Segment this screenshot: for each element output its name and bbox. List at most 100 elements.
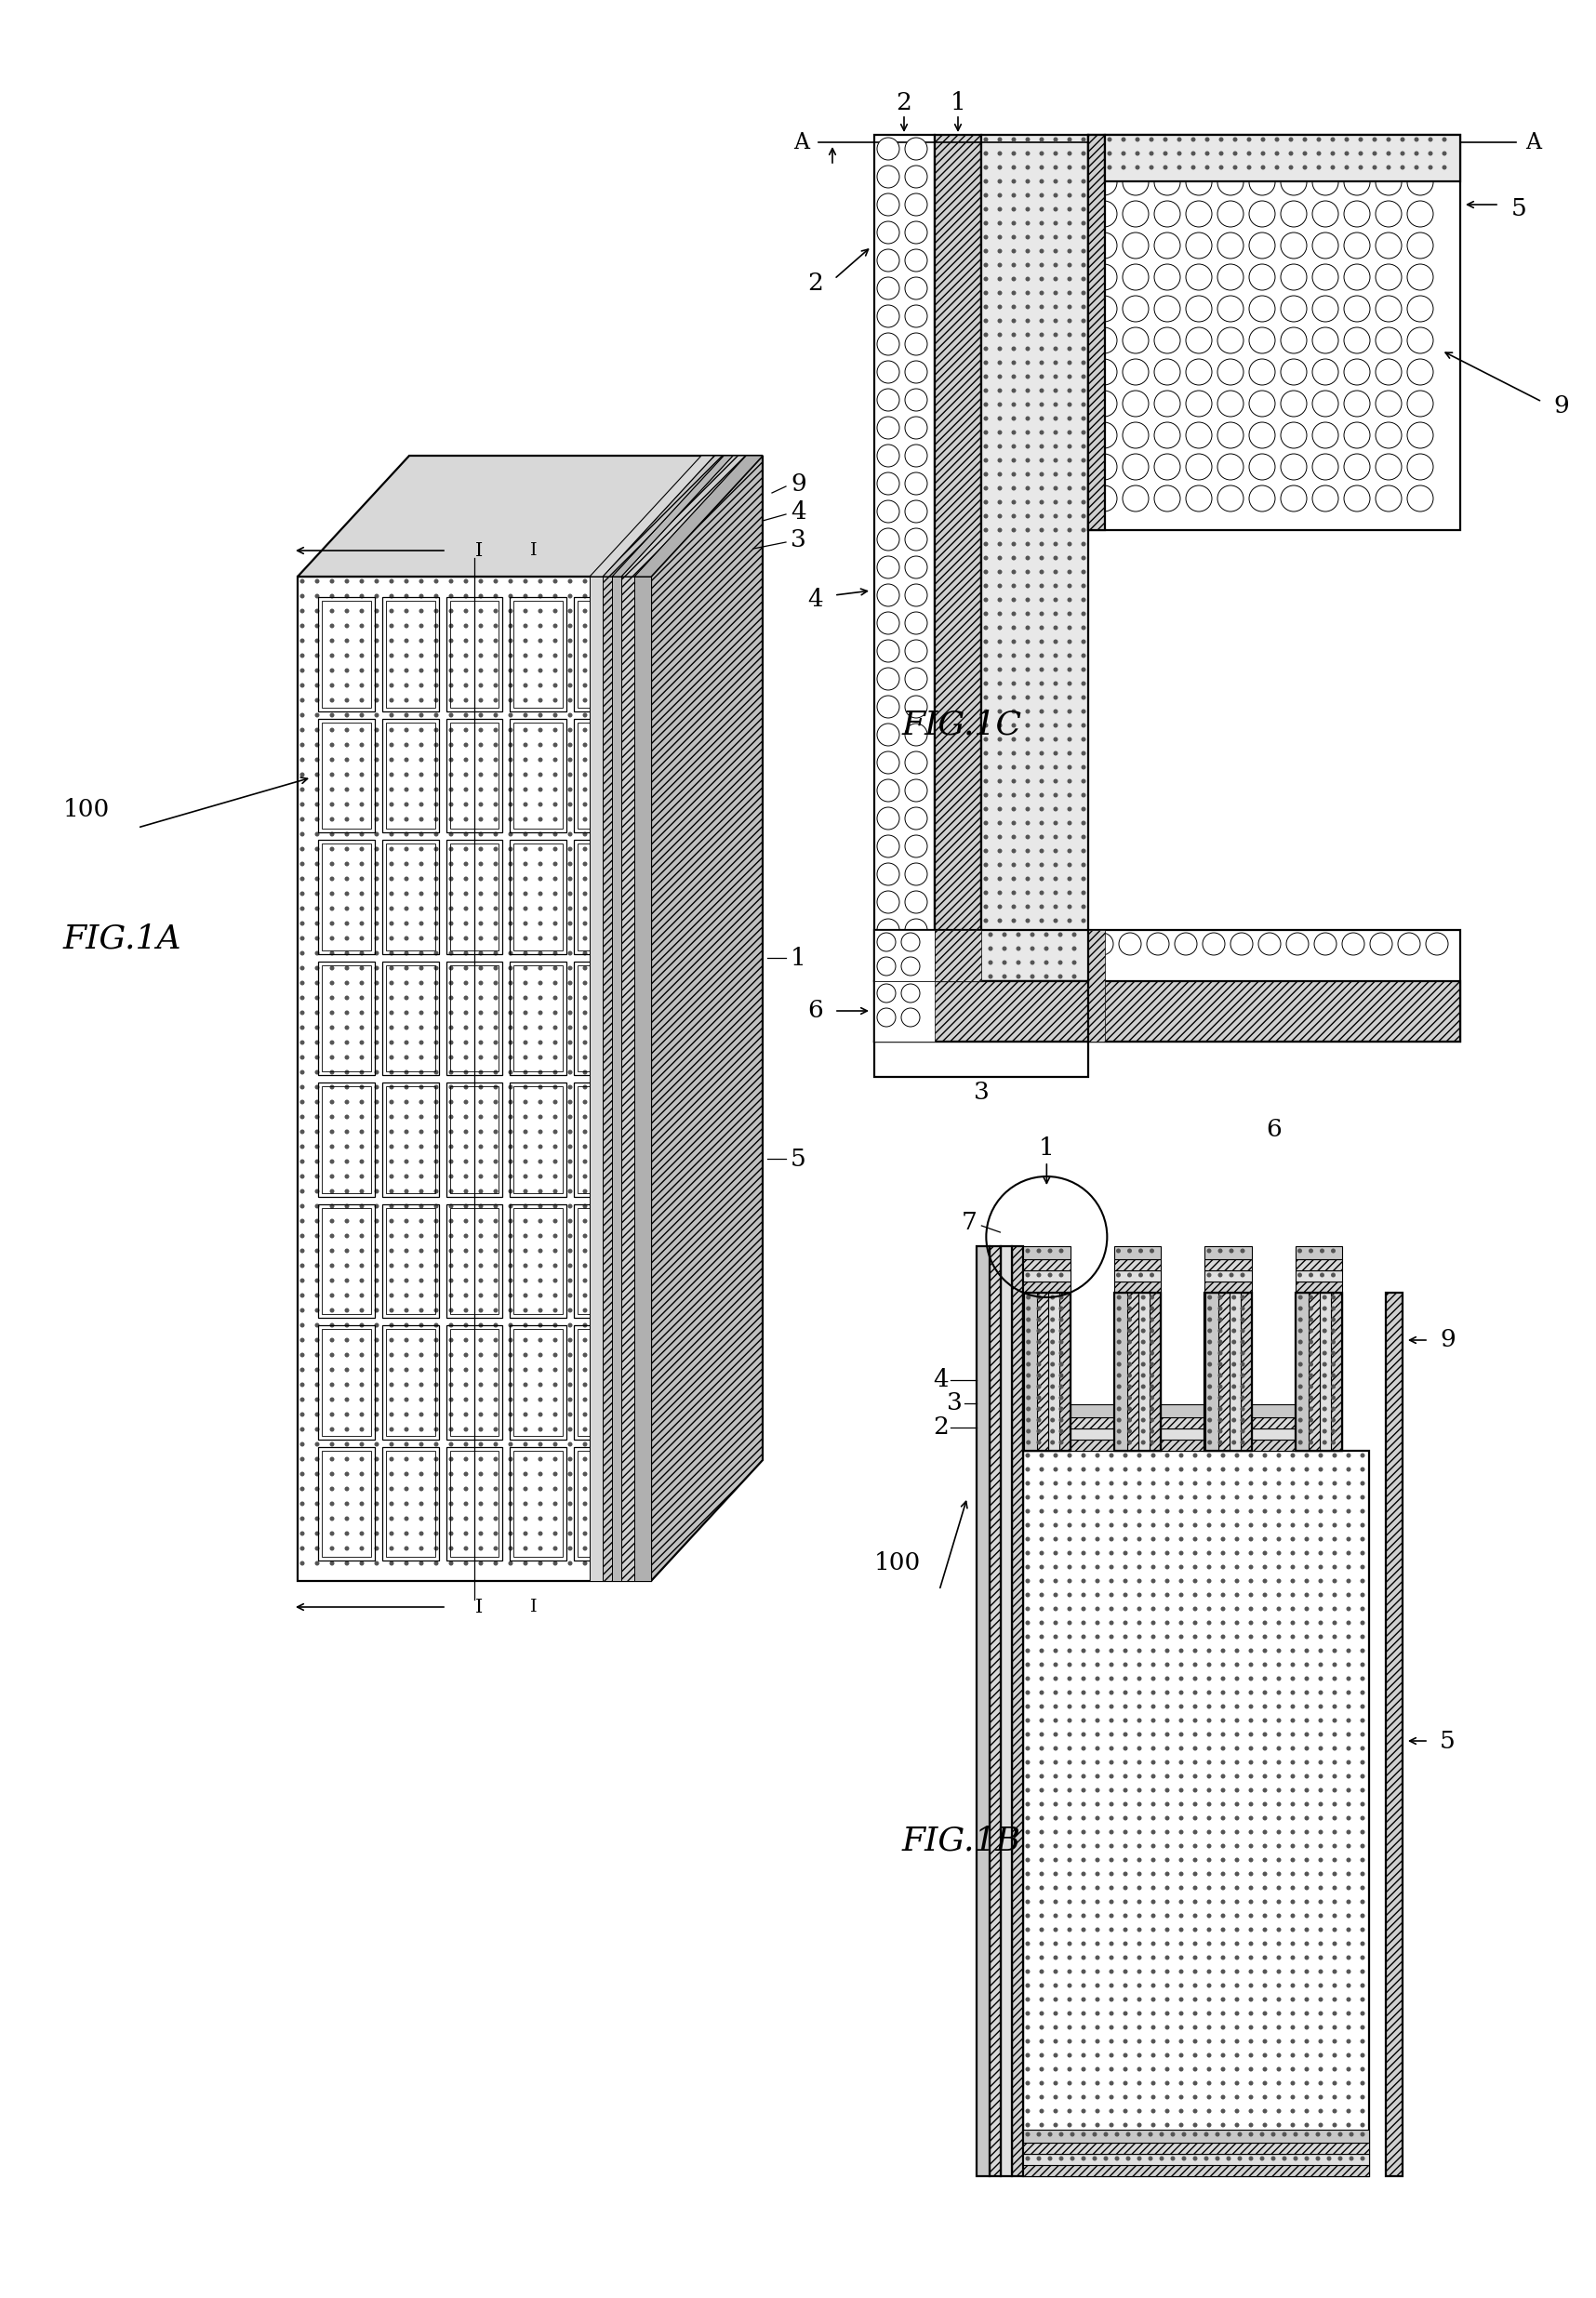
Circle shape (1029, 947, 1034, 951)
Circle shape (1203, 2156, 1208, 2160)
Circle shape (1333, 2137, 1337, 2142)
Circle shape (389, 1324, 394, 1328)
Circle shape (493, 802, 498, 807)
Circle shape (1165, 1691, 1170, 1696)
Circle shape (1347, 1510, 1350, 1514)
Circle shape (1026, 1383, 1031, 1388)
Circle shape (1360, 1496, 1365, 1501)
Circle shape (1277, 1788, 1282, 1792)
Circle shape (597, 639, 602, 643)
Circle shape (404, 1234, 409, 1239)
Circle shape (1291, 1829, 1294, 1834)
Circle shape (1053, 974, 1058, 979)
Circle shape (1376, 391, 1401, 416)
Circle shape (1025, 1733, 1029, 1737)
Circle shape (389, 1158, 394, 1163)
Circle shape (420, 1025, 423, 1030)
Circle shape (1068, 1510, 1073, 1514)
Circle shape (1207, 2082, 1211, 2087)
Circle shape (1025, 542, 1029, 547)
Circle shape (420, 1383, 423, 1388)
Circle shape (345, 1413, 350, 1418)
Circle shape (1109, 1675, 1114, 1680)
Circle shape (1012, 485, 1017, 489)
Circle shape (1053, 961, 1058, 965)
Circle shape (998, 165, 1002, 170)
Circle shape (627, 1560, 632, 1565)
Circle shape (508, 1294, 512, 1298)
Circle shape (1025, 988, 1029, 993)
Circle shape (1258, 933, 1280, 956)
Circle shape (1360, 2110, 1365, 2114)
Circle shape (1192, 2038, 1197, 2043)
Circle shape (1068, 1774, 1073, 1779)
Circle shape (375, 1397, 378, 1402)
Circle shape (1309, 1383, 1314, 1388)
Circle shape (1186, 326, 1211, 354)
Circle shape (1154, 423, 1181, 448)
Circle shape (1124, 1760, 1128, 1765)
Bar (875, 981, 1088, 1041)
Circle shape (902, 1009, 919, 1027)
Circle shape (1192, 1829, 1197, 1834)
Circle shape (464, 1144, 468, 1149)
Circle shape (508, 1055, 512, 1059)
Circle shape (568, 1294, 573, 1298)
Circle shape (627, 1055, 632, 1059)
Circle shape (583, 935, 587, 940)
Circle shape (1333, 2123, 1337, 2128)
Circle shape (1141, 1351, 1146, 1356)
Circle shape (1408, 453, 1433, 480)
Circle shape (359, 995, 364, 1000)
Circle shape (597, 1294, 602, 1298)
Circle shape (1080, 1648, 1085, 1652)
Circle shape (1136, 2156, 1141, 2160)
Circle shape (1331, 1383, 1336, 1388)
Circle shape (1002, 974, 1007, 979)
Circle shape (300, 1115, 305, 1119)
Circle shape (998, 961, 1002, 965)
Circle shape (1068, 457, 1073, 462)
Circle shape (597, 758, 602, 763)
Circle shape (1277, 1900, 1282, 1905)
Circle shape (1347, 2165, 1350, 2169)
Circle shape (1347, 1466, 1350, 1471)
Circle shape (627, 1234, 632, 1239)
Text: I: I (476, 542, 484, 558)
Circle shape (1025, 1579, 1029, 1583)
Circle shape (330, 1264, 334, 1268)
Circle shape (523, 1055, 528, 1059)
Circle shape (1012, 876, 1017, 880)
Circle shape (434, 951, 439, 956)
Circle shape (905, 1002, 927, 1025)
Circle shape (876, 974, 881, 979)
Circle shape (538, 965, 543, 970)
Circle shape (1080, 724, 1085, 728)
Bar (514, 843, 563, 949)
Bar (322, 843, 370, 949)
Circle shape (1248, 1802, 1253, 1806)
Circle shape (1127, 1273, 1132, 1278)
Circle shape (1207, 1760, 1211, 1765)
Circle shape (1127, 1395, 1132, 1399)
Circle shape (314, 669, 319, 673)
Bar (445, 597, 503, 710)
Circle shape (479, 772, 484, 777)
Circle shape (1360, 1760, 1365, 1765)
Circle shape (1058, 1395, 1063, 1399)
Circle shape (434, 683, 439, 687)
Circle shape (1262, 2137, 1267, 2142)
Circle shape (983, 584, 988, 588)
Circle shape (330, 1115, 334, 1119)
Circle shape (568, 1383, 573, 1388)
Circle shape (464, 788, 468, 793)
Circle shape (375, 1471, 378, 1475)
Circle shape (1026, 1429, 1031, 1434)
Circle shape (479, 1055, 484, 1059)
Circle shape (1347, 1620, 1350, 1625)
Circle shape (1025, 1815, 1029, 1820)
Circle shape (1068, 333, 1073, 338)
Circle shape (404, 1471, 409, 1475)
Circle shape (1095, 1691, 1100, 1696)
Circle shape (1138, 1273, 1143, 1278)
